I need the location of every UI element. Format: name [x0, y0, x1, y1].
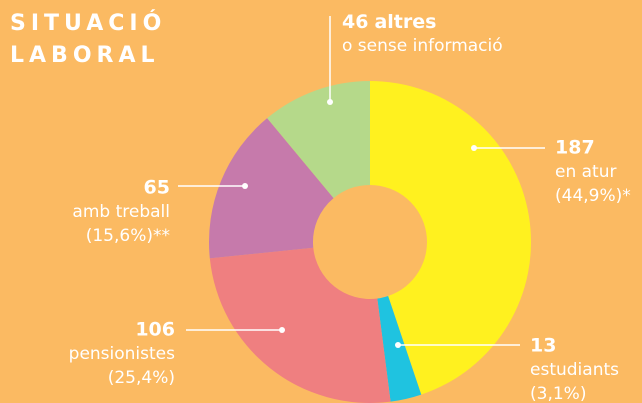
slice-label: 46 altres: [342, 11, 436, 33]
category-label: pensionistes: [69, 344, 175, 364]
value-label: 106: [135, 319, 175, 341]
detail-label: (25,4%): [108, 368, 175, 388]
value-label: 65: [144, 177, 170, 199]
leader-dot: [327, 99, 333, 105]
detail-label: (44,9%)*: [555, 186, 631, 206]
value-label: 46: [342, 11, 368, 33]
category-label: amb treball: [72, 202, 170, 222]
category-label: estudiants: [530, 360, 619, 380]
detail-label: (3,1%): [530, 384, 586, 403]
leader-dot: [242, 183, 248, 189]
leader-dot: [471, 145, 477, 151]
detail-label: (15,6%)**: [86, 226, 170, 246]
category-label: altres: [374, 11, 436, 33]
category-label: en atur: [555, 162, 616, 182]
donut-slice: [209, 247, 391, 403]
donut-slice: [377, 296, 422, 402]
leader-dot: [395, 342, 401, 348]
leader-dot: [279, 327, 285, 333]
value-label: 187: [555, 137, 595, 159]
detail-label: o sense informació: [342, 36, 503, 56]
donut-slice: [209, 118, 334, 259]
chart-title: LABORAL: [10, 43, 160, 68]
value-label: 13: [530, 335, 556, 357]
donut-slice: [370, 81, 531, 395]
donut-slice: [267, 81, 370, 199]
chart-title: SITUACIÓ: [10, 10, 166, 36]
